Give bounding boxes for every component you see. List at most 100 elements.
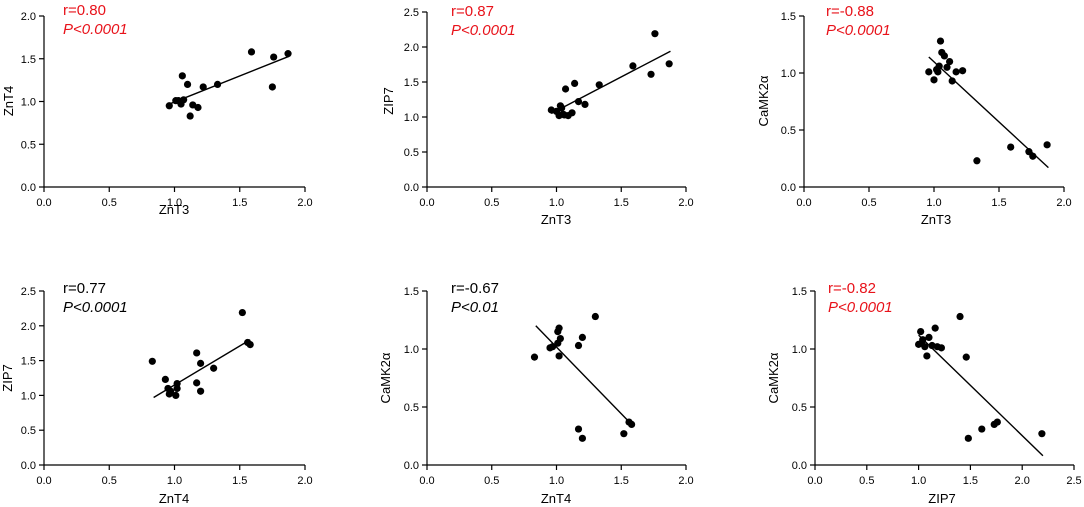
x-tick-label: 2.0: [1056, 197, 1071, 209]
y-axis-label: CaMK2α: [766, 352, 781, 403]
x-axis-label: ZnT4: [541, 491, 571, 506]
data-point: [246, 340, 254, 349]
x-tick-label: 1.0: [926, 197, 941, 209]
x-tick-label: 0.0: [807, 475, 822, 487]
data-point: [270, 53, 278, 61]
y-tick-label: 0.0: [404, 460, 419, 472]
y-tick-label: 0.5: [781, 125, 796, 137]
y-axis-label: CaMK2α: [378, 352, 393, 403]
data-point: [180, 96, 188, 104]
y-tick-label: 1.0: [21, 97, 36, 109]
y-tick-label: 1.0: [792, 344, 807, 356]
x-axis-label: ZnT4: [159, 491, 189, 506]
data-point: [1029, 152, 1037, 160]
data-point: [964, 434, 972, 442]
x-tick-label: 1.0: [549, 197, 564, 209]
y-tick-label: 0.0: [781, 182, 796, 194]
data-point: [193, 349, 201, 357]
x-tick-label: 0.0: [419, 475, 434, 487]
y-tick-label: 1.0: [781, 68, 796, 80]
y-axis-label: ZnT4: [1, 86, 16, 116]
axes: [799, 15, 1065, 192]
y-tick-label: 0.5: [792, 402, 807, 414]
panel-camk2a-vs-znt4: 0.0 0.5 1.0 1.5 2.0 0.0 0.5 1.0 1.5 ZnT4…: [378, 280, 694, 506]
x-tick-label: 1.5: [991, 197, 1006, 209]
y-tick-label: 1.5: [21, 54, 36, 66]
data-point: [148, 357, 156, 365]
data-point: [940, 52, 949, 60]
x-axis-label: ZnT3: [541, 212, 571, 227]
y-tick-labels: 0.0 0.5 1.0 1.5: [792, 286, 807, 472]
data-points: [165, 48, 292, 120]
data-point: [620, 430, 628, 438]
data-point: [193, 379, 201, 387]
y-axis-label: ZIP7: [0, 364, 15, 391]
x-tick-label: 2.0: [678, 197, 693, 209]
data-point: [962, 353, 970, 361]
y-tick-label: 0.0: [404, 182, 419, 194]
data-points: [530, 312, 636, 442]
panel-zip7-vs-znt3: 0.0 0.5 1.0 1.5 2.0 0.0 0.5 1.0 1.5 2.0 …: [381, 3, 694, 227]
y-tick-label: 0.5: [404, 402, 419, 414]
data-point: [558, 104, 566, 112]
regression-line: [550, 50, 671, 115]
data-point: [978, 425, 986, 433]
axes: [422, 11, 687, 192]
y-tick-label: 0.0: [21, 460, 36, 472]
data-point: [925, 333, 933, 341]
data-point: [284, 50, 292, 58]
data-point: [1038, 430, 1046, 438]
y-tick-label: 2.0: [21, 321, 36, 333]
data-point: [530, 353, 539, 361]
data-point: [581, 100, 589, 108]
p-value: P<0.0001: [828, 299, 893, 316]
data-point: [973, 157, 981, 165]
data-point: [578, 434, 587, 442]
data-point: [194, 103, 202, 112]
correlation-r: r=-0.67: [451, 280, 499, 297]
x-tick-label: 0.0: [419, 197, 434, 209]
x-tick-labels: 0.0 0.5 1.0 1.5 2.0: [419, 475, 693, 487]
data-point: [595, 81, 603, 89]
p-value: P<0.0001: [451, 22, 516, 39]
data-point: [571, 79, 579, 87]
data-point: [247, 48, 256, 56]
data-point: [959, 67, 967, 75]
data-point: [1007, 143, 1015, 151]
axes: [810, 290, 1075, 470]
y-tick-label: 1.0: [21, 390, 36, 402]
data-point: [923, 352, 931, 360]
data-point: [268, 83, 276, 91]
data-point: [199, 83, 207, 91]
p-value: P<0.0001: [826, 22, 891, 39]
y-tick-labels: 0.0 0.5 1.0 1.5 2.0: [21, 11, 36, 194]
data-point: [161, 375, 169, 383]
x-tick-labels: 0.0 0.5 1.0 1.5 2.0: [36, 197, 312, 209]
data-point: [172, 391, 180, 399]
y-axis-label: ZIP7: [381, 87, 396, 114]
x-tick-label: 1.5: [232, 197, 247, 209]
data-point: [186, 112, 194, 120]
x-tick-label: 1.5: [614, 197, 629, 209]
y-axis-label: CaMK2α: [756, 75, 771, 126]
data-point: [561, 85, 570, 93]
x-tick-label: 1.0: [167, 475, 182, 487]
correlation-r: r=0.80: [63, 2, 106, 19]
data-point: [555, 352, 563, 360]
data-point: [238, 308, 246, 317]
y-tick-label: 1.5: [404, 286, 419, 298]
data-points: [547, 30, 673, 120]
x-tick-label: 0.0: [796, 197, 811, 209]
x-tick-label: 2.0: [678, 475, 693, 487]
data-point: [930, 76, 938, 84]
y-tick-label: 0.0: [792, 460, 807, 472]
x-tick-label: 2.0: [297, 197, 312, 209]
data-points: [915, 312, 1046, 457]
data-point: [591, 312, 599, 321]
data-point: [937, 344, 945, 352]
data-point: [549, 343, 557, 351]
data-point: [918, 339, 926, 347]
y-tick-labels: 0.0 0.5 1.0 1.5 2.0 2.5: [404, 7, 419, 194]
x-axis-label: ZnT3: [159, 202, 189, 217]
data-point: [628, 420, 636, 428]
